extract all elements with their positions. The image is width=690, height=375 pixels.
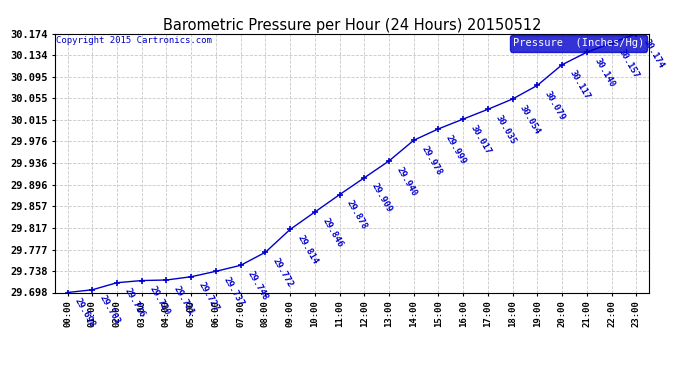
Text: 29.737: 29.737 [221, 276, 246, 308]
Text: 29.748: 29.748 [246, 270, 270, 302]
Text: 29.698: 29.698 [73, 297, 97, 329]
Text: 29.721: 29.721 [172, 284, 196, 316]
Text: 30.035: 30.035 [493, 114, 518, 146]
Text: 29.716: 29.716 [123, 287, 146, 319]
Text: 30.054: 30.054 [518, 103, 542, 136]
Text: 29.978: 29.978 [420, 144, 443, 177]
Text: 29.727: 29.727 [197, 281, 221, 314]
Text: Copyright 2015 Cartronics.com: Copyright 2015 Cartronics.com [57, 36, 213, 45]
Text: 30.140: 30.140 [592, 56, 616, 89]
Text: 29.703: 29.703 [98, 294, 121, 326]
Text: 30.079: 30.079 [543, 90, 566, 122]
Text: 29.940: 29.940 [395, 165, 418, 198]
Text: 29.772: 29.772 [271, 256, 295, 289]
Text: 29.878: 29.878 [345, 199, 369, 231]
Text: 30.117: 30.117 [568, 69, 591, 101]
Title: Barometric Pressure per Hour (24 Hours) 20150512: Barometric Pressure per Hour (24 Hours) … [163, 18, 541, 33]
Text: 29.814: 29.814 [295, 234, 319, 266]
Text: 29.999: 29.999 [444, 133, 468, 165]
Text: 30.174: 30.174 [642, 38, 666, 70]
Text: 29.720: 29.720 [147, 285, 171, 317]
Text: 29.846: 29.846 [320, 216, 344, 249]
Text: 30.157: 30.157 [617, 47, 641, 80]
Text: 29.909: 29.909 [370, 182, 394, 214]
Legend: Pressure  (Inches/Hg): Pressure (Inches/Hg) [509, 35, 647, 52]
Text: 30.017: 30.017 [469, 123, 493, 156]
